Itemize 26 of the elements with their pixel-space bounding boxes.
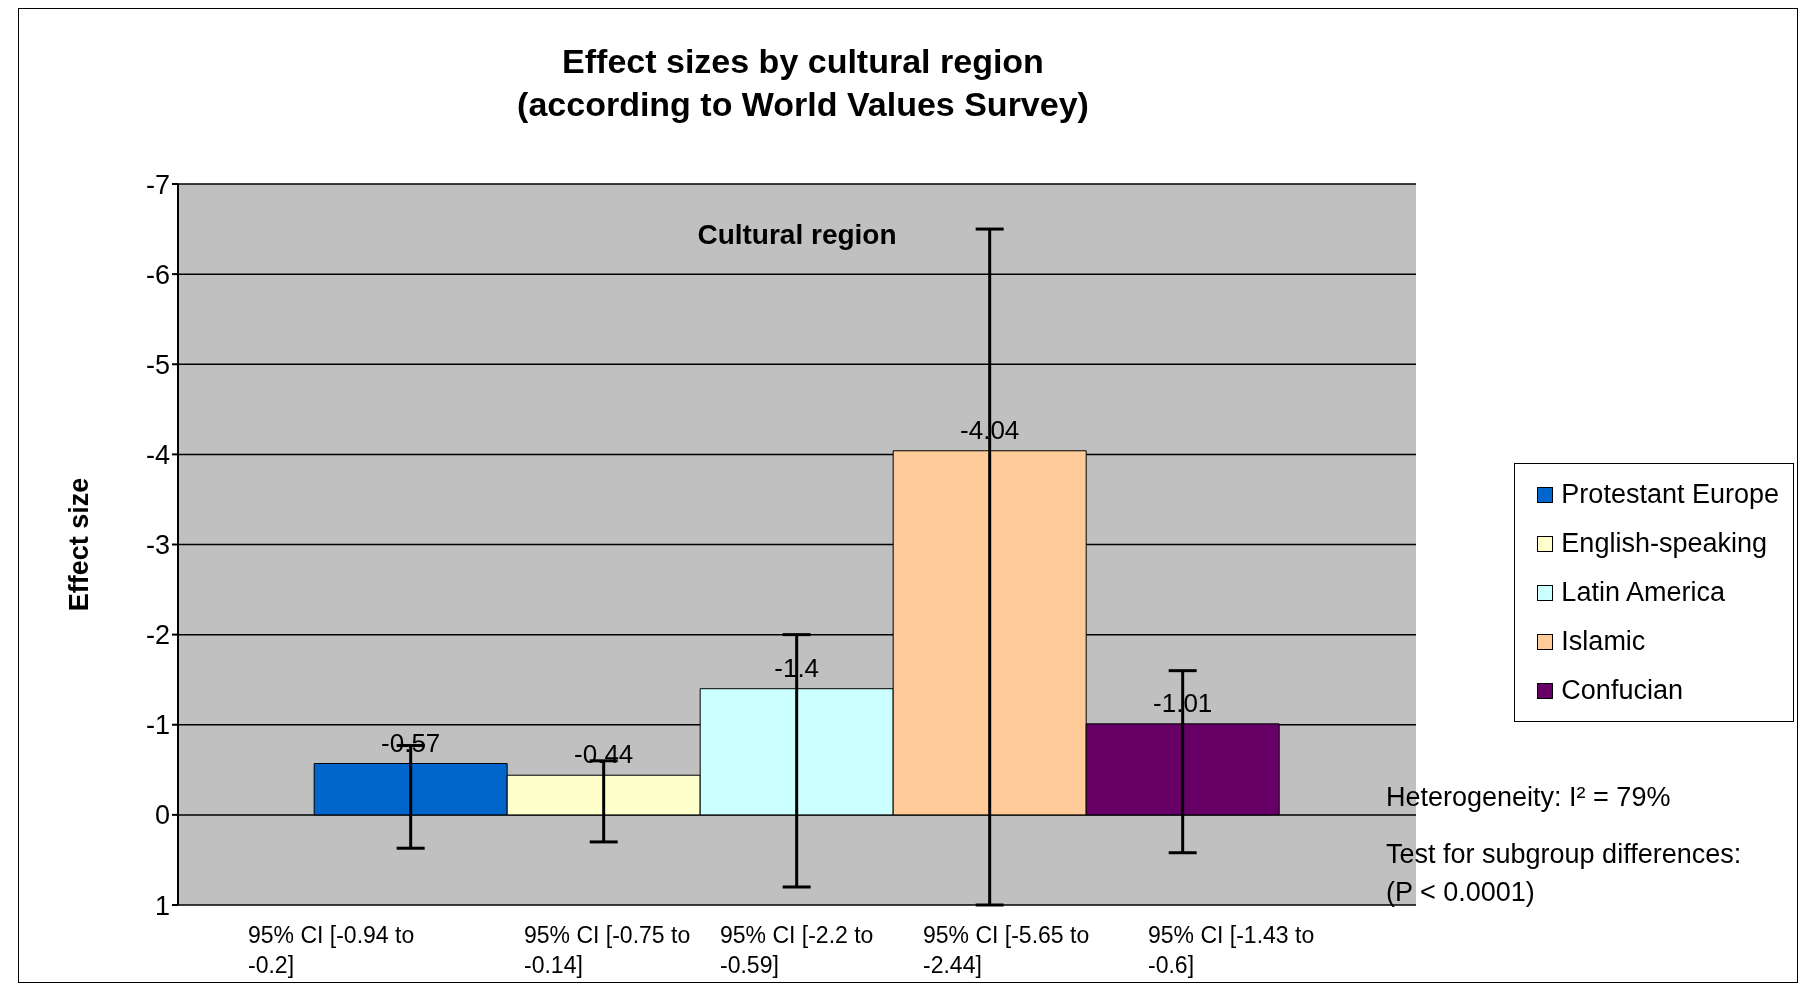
y-axis-title: Effect size: [63, 477, 94, 612]
chart-subtitle: (according to World Values Survey): [516, 84, 1090, 125]
legend-label: Latin America: [1561, 576, 1725, 609]
legend-label: English-speaking: [1561, 527, 1767, 560]
text: 95% CI [-0.75 to -0.14]: [524, 921, 692, 980]
y-tick-label: -2: [145, 620, 170, 651]
y-tick-label: 0: [154, 800, 170, 831]
y-tick-label: -5: [145, 349, 170, 380]
text: 95% CI [-1.43 to -0.6]: [1148, 921, 1316, 980]
y-tick-label: -3: [145, 530, 170, 561]
text: 95% CI [-2.2 to -0.59]: [720, 921, 875, 980]
text: 95% CI [-5.65 to -2.44]: [923, 921, 1091, 980]
y-tick-label: 1: [154, 890, 170, 921]
y-tick-label: -4: [145, 439, 170, 470]
y-tick-label: -6: [145, 259, 170, 290]
chart-title: Effect sizes by cultural region: [561, 41, 1045, 82]
y-tick-label: -1: [145, 710, 170, 741]
legend-label: Islamic: [1561, 625, 1646, 658]
annotation: Heterogeneity: I² = 79%: [1386, 781, 1672, 814]
legend-label: Protestant Europe: [1561, 478, 1779, 511]
annotation: Test for subgroup differences: (P < 0.0001): [1386, 838, 1743, 909]
text: 95% CI [-0.94 to -0.2]: [248, 921, 416, 980]
legend-label: Confucian: [1561, 674, 1683, 707]
y-tick-label: -7: [145, 169, 170, 200]
data-label: -0.57: [381, 727, 441, 758]
x-tick-label: Cultural region: [697, 219, 897, 250]
